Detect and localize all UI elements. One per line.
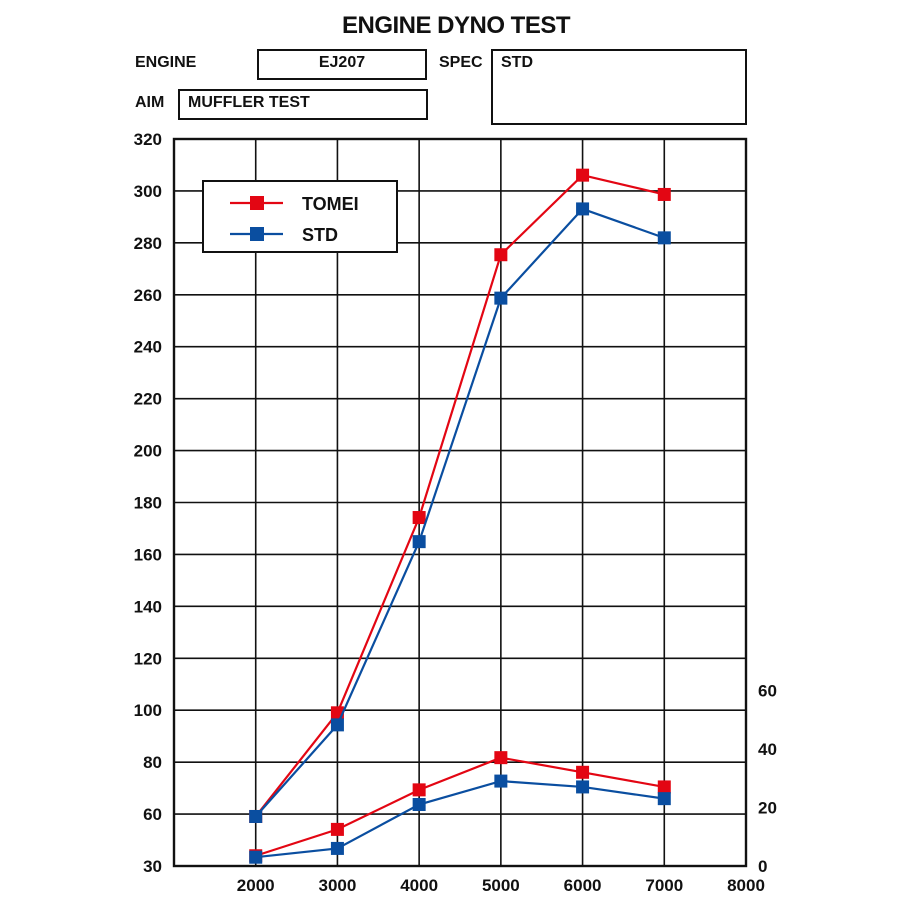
- y-left-tick-label: 120: [134, 649, 162, 668]
- aim-label: AIM: [135, 94, 165, 111]
- x-tick-label: 2000: [237, 876, 275, 895]
- page-title: ENGINE DYNO TEST: [341, 12, 571, 39]
- x-tick-label: 6000: [564, 876, 602, 895]
- y-left-tick-label: 30: [143, 857, 162, 876]
- data-point-std: [412, 798, 426, 812]
- series-line-tomei-right: [255, 756, 665, 857]
- y-left-tick-label: 180: [134, 494, 162, 513]
- aim-field: MUFFLER TEST: [178, 89, 428, 120]
- y-left-tick-label: 200: [134, 442, 162, 461]
- data-point-tomei: [657, 780, 671, 794]
- y-left-tick-label: 160: [134, 545, 162, 564]
- x-tick-label: 7000: [645, 876, 683, 895]
- plot-frame: [172, 137, 748, 868]
- data-point-tomei: [657, 187, 671, 201]
- legend-marker: [250, 227, 264, 241]
- x-tick-label: 4000: [400, 876, 438, 895]
- y-right-tick-label: 0: [758, 857, 767, 876]
- data-point-tomei: [494, 248, 508, 262]
- engine-value: EJ207: [318, 54, 366, 71]
- data-point-std: [576, 780, 590, 794]
- data-point-std: [494, 774, 508, 788]
- spec-value: STD: [501, 54, 533, 71]
- aim-value: MUFFLER TEST: [188, 94, 310, 111]
- spec-field: STD: [491, 49, 747, 125]
- x-tick-label: 5000: [482, 876, 520, 895]
- engine-label: ENGINE: [135, 54, 197, 71]
- data-point-tomei: [412, 511, 426, 525]
- data-point-std: [330, 841, 344, 855]
- data-point-tomei: [576, 168, 590, 182]
- legend-marker: [250, 196, 264, 210]
- y-left-tick-label: 80: [143, 753, 162, 772]
- data-point-std: [412, 535, 426, 549]
- engine-field: EJ207: [257, 49, 427, 80]
- series-line-std-right: [255, 779, 665, 859]
- x-tick-label: 3000: [319, 876, 357, 895]
- y-left-tick-label: 140: [134, 597, 162, 616]
- y-right-tick-label: 60: [758, 681, 777, 700]
- x-tick-label: 8000: [727, 876, 765, 895]
- data-point-std: [249, 850, 263, 864]
- data-point-std: [494, 291, 508, 305]
- y-left-tick-label: 300: [134, 182, 162, 201]
- legend-label: STD: [302, 225, 338, 245]
- y-left-tick-label: 240: [134, 338, 162, 357]
- y-left-tick-label: 320: [134, 130, 162, 149]
- data-point-std: [249, 809, 263, 823]
- y-left-tick-label: 60: [143, 805, 162, 824]
- legend-box: [202, 180, 398, 253]
- data-point-tomei: [330, 822, 344, 836]
- y-left-tick-label: 260: [134, 286, 162, 305]
- data-point-std: [330, 718, 344, 732]
- data-point-tomei: [412, 783, 426, 797]
- spec-label: SPEC: [439, 54, 483, 71]
- data-point-tomei: [576, 765, 590, 779]
- y-left-tick-label: 280: [134, 234, 162, 253]
- data-point-std: [657, 792, 671, 806]
- series-line-std-left: [254, 207, 665, 818]
- series-line-tomei-left: [254, 173, 665, 818]
- y-right-tick-label: 40: [758, 740, 777, 759]
- data-point-std: [576, 202, 590, 216]
- y-left-tick-label: 220: [134, 390, 162, 409]
- y-left-tick-label: 100: [134, 701, 162, 720]
- data-point-std: [657, 231, 671, 245]
- y-right-tick-label: 20: [758, 798, 777, 817]
- legend-label: TOMEI: [302, 194, 359, 214]
- data-point-tomei: [494, 751, 508, 765]
